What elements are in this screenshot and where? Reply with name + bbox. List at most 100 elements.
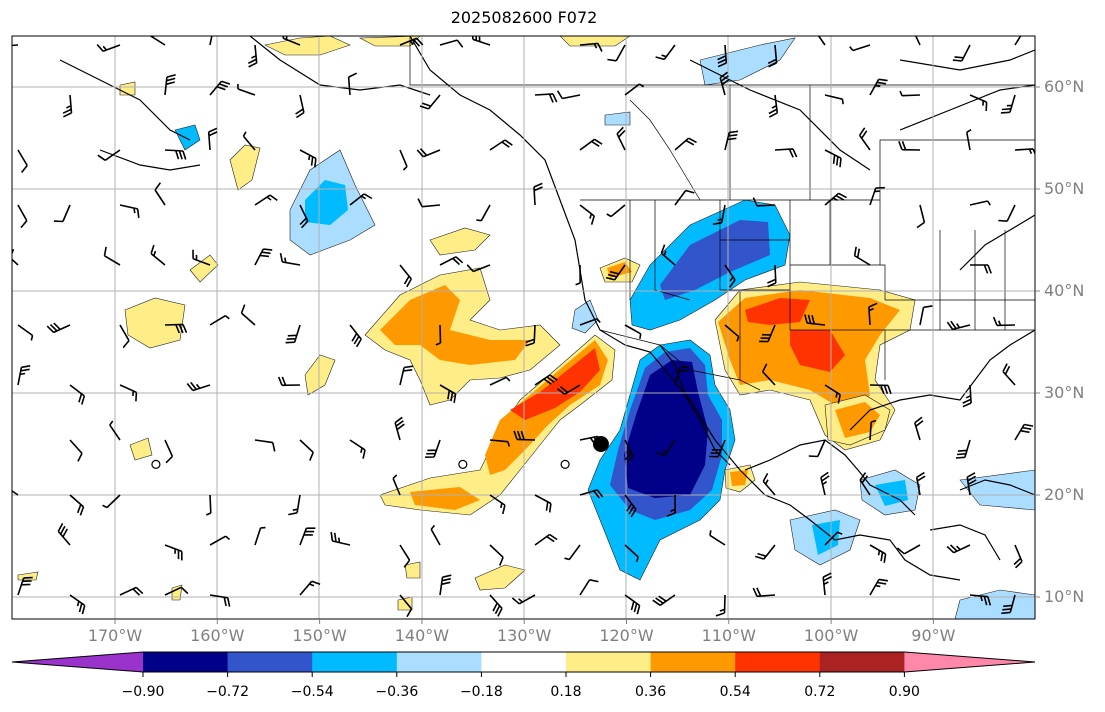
wind-barb (858, 127, 871, 151)
wind-barb (624, 594, 641, 615)
wind-barb (240, 304, 256, 326)
wind-barb (869, 384, 892, 395)
wind-barb (822, 572, 832, 596)
lon-label: 120°W (599, 626, 654, 645)
wind-barb (399, 544, 411, 568)
wind-barb (869, 186, 885, 206)
wind-barb (394, 416, 405, 441)
wind-barb (869, 544, 887, 564)
wind-barb (525, 324, 536, 347)
wind-barb (399, 594, 413, 618)
colorbar-tick-label: 0.36 (635, 684, 667, 700)
wind-barb (69, 594, 86, 615)
wind-barb (579, 138, 603, 151)
wind-barb (868, 302, 878, 326)
wind-barb (898, 141, 921, 151)
wind-barb (164, 439, 174, 464)
wind-barb (869, 578, 889, 596)
wind-barb (709, 530, 726, 546)
wind-barb (966, 129, 972, 151)
lon-label: 140°W (394, 626, 450, 645)
wind-barb (969, 594, 992, 606)
wind-barb (164, 149, 187, 160)
wind-barb (952, 44, 971, 62)
colorbar-tick-label: −0.54 (290, 684, 334, 700)
wind-barb (820, 471, 830, 496)
wind-barb (534, 494, 552, 513)
lat-label: 50°N (1044, 179, 1085, 198)
graticule (12, 36, 1035, 619)
wind-barb (712, 204, 726, 226)
wind-barb (207, 127, 218, 151)
wind-barb (416, 148, 441, 158)
wind-barb (914, 36, 921, 46)
wind-barb (419, 94, 441, 110)
wind-barb (709, 439, 726, 458)
colorbar-bin (143, 652, 229, 672)
wind-barb (102, 494, 121, 509)
wind-barb (752, 587, 776, 598)
colorbar-bin (396, 652, 482, 672)
wind-barb (119, 204, 140, 219)
wind-barb (186, 381, 211, 392)
wind-barb (624, 544, 640, 563)
lat-label: 40°N (1044, 281, 1085, 300)
wind-barb (279, 252, 301, 266)
wind-barb (717, 44, 728, 68)
wind-barb (247, 44, 258, 68)
wind-barb (606, 204, 626, 218)
wind-barb (605, 264, 626, 281)
wind-barb (237, 83, 256, 96)
calm-circle (151, 459, 161, 469)
wind-barb (299, 527, 316, 546)
wind-barb (624, 494, 637, 518)
wind-barb (534, 374, 558, 386)
wind-barb (489, 376, 511, 386)
wind-barb (719, 71, 730, 96)
colorbar-extend-low (12, 652, 143, 672)
wind-barb (119, 586, 144, 596)
wind-barb (624, 439, 634, 464)
wind-barb (349, 193, 373, 206)
wind-barb (150, 244, 166, 266)
wind-barb (808, 439, 826, 458)
wind-barb (652, 594, 676, 606)
wind-barb (579, 579, 599, 596)
wind-barb (69, 439, 83, 462)
wind-barb (17, 576, 33, 596)
colorbar-tick-label: −0.72 (206, 684, 250, 700)
wind-barb (299, 439, 314, 461)
wind-barb (97, 149, 121, 161)
wind-barb (430, 524, 441, 546)
wind-barb (824, 384, 841, 404)
wind-barb (12, 489, 19, 496)
wind-barb (347, 72, 358, 96)
wind-barb (533, 182, 543, 206)
map-plot-area (12, 36, 1035, 619)
wind-barb (57, 523, 71, 546)
wind-barb (970, 264, 992, 274)
wind-barb (439, 384, 457, 404)
wind-barb (53, 204, 71, 223)
lon-label: 90°W (911, 626, 956, 645)
wind-barb (859, 472, 871, 496)
wind-barb (666, 494, 676, 518)
wind-barb (285, 324, 301, 344)
wind-barb (399, 149, 408, 171)
wind-barb (724, 324, 740, 342)
colorbar-bin (819, 652, 905, 672)
map-frame (11, 35, 1036, 620)
wind-barb (119, 324, 130, 349)
wind-barb (425, 439, 441, 458)
wind-barb (62, 94, 73, 118)
wind-barb (277, 376, 301, 387)
wind-barb (824, 149, 842, 168)
wind-barb (1014, 36, 1022, 46)
colorbar-tick-label: 0.90 (888, 684, 920, 700)
lat-label: 20°N (1044, 485, 1085, 504)
wind-barb (969, 94, 988, 112)
wind-barb (489, 439, 511, 447)
colorbar-tick-label: −0.18 (459, 684, 503, 700)
location-marker (592, 436, 609, 452)
wind-barb (254, 526, 266, 546)
